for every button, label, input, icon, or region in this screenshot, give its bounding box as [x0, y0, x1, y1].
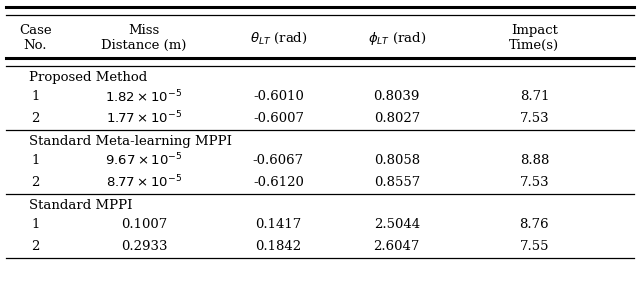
Text: 2: 2 — [31, 112, 40, 125]
Text: 1: 1 — [31, 218, 40, 231]
Text: 0.8058: 0.8058 — [374, 154, 420, 167]
Text: 8.76: 8.76 — [520, 218, 549, 231]
Text: 2.6047: 2.6047 — [374, 240, 420, 253]
Text: 0.1417: 0.1417 — [255, 218, 301, 231]
Text: -0.6067: -0.6067 — [253, 154, 304, 167]
Text: Standard Meta-learning MPPI: Standard Meta-learning MPPI — [29, 135, 232, 148]
Text: 0.8039: 0.8039 — [374, 90, 420, 103]
Text: Miss
Distance (m): Miss Distance (m) — [101, 24, 187, 52]
Text: 7.53: 7.53 — [520, 176, 549, 189]
Text: 0.1842: 0.1842 — [255, 240, 301, 253]
Text: 0.8027: 0.8027 — [374, 112, 420, 125]
Text: -0.6007: -0.6007 — [253, 112, 304, 125]
Text: $1.77\times10^{-5}$: $1.77\times10^{-5}$ — [106, 110, 182, 127]
Text: 0.1007: 0.1007 — [121, 218, 167, 231]
Text: 2.5044: 2.5044 — [374, 218, 420, 231]
Text: 1: 1 — [31, 154, 40, 167]
Text: 2: 2 — [31, 176, 40, 189]
Text: 8.71: 8.71 — [520, 90, 549, 103]
Text: 0.8557: 0.8557 — [374, 176, 420, 189]
Text: 1: 1 — [31, 90, 40, 103]
Text: Standard MPPI: Standard MPPI — [29, 199, 132, 212]
Text: 7.53: 7.53 — [520, 112, 549, 125]
Text: 2: 2 — [31, 240, 40, 253]
Text: 0.2933: 0.2933 — [121, 240, 167, 253]
Text: Impact
Time(s): Impact Time(s) — [509, 24, 559, 52]
Text: Case
No.: Case No. — [19, 24, 51, 52]
Text: Proposed Method: Proposed Method — [29, 71, 147, 84]
Text: $8.77\times10^{-5}$: $8.77\times10^{-5}$ — [106, 174, 182, 191]
Text: 8.88: 8.88 — [520, 154, 549, 167]
Text: $9.67\times10^{-5}$: $9.67\times10^{-5}$ — [105, 152, 183, 169]
Text: -0.6010: -0.6010 — [253, 90, 304, 103]
Text: $1.82\times10^{-5}$: $1.82\times10^{-5}$ — [106, 88, 182, 105]
Text: -0.6120: -0.6120 — [253, 176, 304, 189]
Text: $\theta_{LT}$ (rad): $\theta_{LT}$ (rad) — [250, 30, 307, 46]
Text: $\phi_{LT}$ (rad): $\phi_{LT}$ (rad) — [368, 30, 426, 47]
Text: 7.55: 7.55 — [520, 240, 549, 253]
